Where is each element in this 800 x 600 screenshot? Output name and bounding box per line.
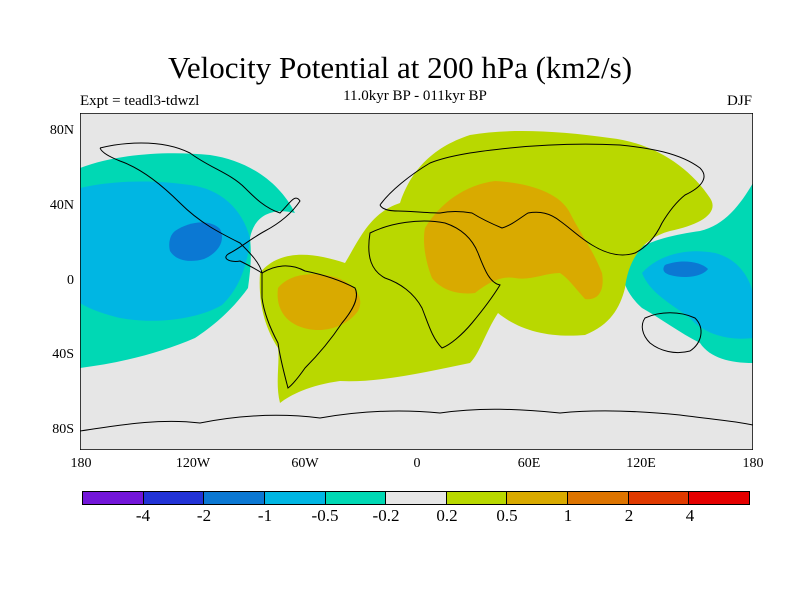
lon-label-180-east: 180 [742,456,764,471]
colorbar-label: -1 [257,506,273,525]
colorbar-segment [507,492,569,504]
south-america-coast [261,265,357,389]
lat-label-40n: 40N [49,198,74,213]
colorbar-segment [143,492,205,504]
africa-coast [368,220,501,349]
map-subtitle: 11.0kyr BP - 011kyr BP [343,88,487,104]
lon-label-60e: 60E [517,456,541,471]
colorbar-label: 2 [624,506,634,525]
lon-label-0: 0 [413,456,421,471]
velocity-potential-map [80,113,753,450]
colorbar [82,491,750,505]
positive-region-moderate-africa-asia [423,181,603,300]
colorbar-segment [689,492,750,504]
colorbar-label: -0.5 [311,506,339,525]
lat-label-80n: 80N [49,123,74,138]
lon-label-120w: 120W [175,456,211,471]
colorbar-label: 4 [685,506,695,525]
positive-region-moderate-south-america [277,274,361,331]
season-label: DJF [726,93,752,109]
experiment-label: Expt = teadl3-tdwzl [80,93,200,109]
coastlines [80,142,753,432]
north-america-coast [99,142,301,275]
antarctica-coast [80,408,753,432]
europe-asia-coast [379,143,705,256]
map-title: Velocity Potential at 200 hPa (km2/s) [167,50,633,85]
colorbar-segment [386,492,447,504]
lat-label-80s: 80S [52,422,74,437]
colorbar-segment [446,492,508,504]
colorbar-label: -2 [196,506,212,525]
negative-region-strong-east [663,261,708,277]
colorbar-label: -4 [135,506,151,525]
lat-label-40s: 40S [52,347,74,362]
colorbar-segment [204,492,265,504]
lon-label-60w: 60W [291,456,319,471]
lon-label-180-west: 180 [70,456,92,471]
colorbar-segment [83,492,144,504]
colorbar-label: 1 [563,506,573,525]
negative-region-strong-west [169,222,223,261]
colorbar-segment [568,492,629,504]
australia-coast [641,312,702,354]
colorbar-label: 0.5 [496,506,518,525]
colorbar-label: 0.2 [436,506,458,525]
colorbar-segment [264,492,326,504]
colorbar-segment [628,492,690,504]
colorbar-label: -0.2 [372,506,400,525]
lon-label-120e: 120E [626,456,656,471]
negative-region-moderate-west [80,181,250,321]
colorbar-segment [325,492,387,504]
lat-label-0: 0 [67,273,74,288]
